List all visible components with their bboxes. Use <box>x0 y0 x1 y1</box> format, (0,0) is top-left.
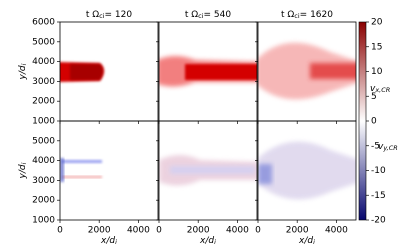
y-axis-label-sub: i <box>20 63 28 65</box>
y-tick-label: 4000 <box>32 57 55 67</box>
colorbar-label-base: v <box>370 84 376 94</box>
x-tick-label: 2000 <box>187 226 210 236</box>
panel-frame <box>158 120 258 221</box>
field-image <box>159 155 257 186</box>
x-tick-label: 0 <box>255 226 261 236</box>
x-axis-label-base: x/d <box>298 236 313 246</box>
field-image <box>60 158 102 182</box>
x-axis-label: x/di <box>199 236 216 247</box>
colorbar-label: vx,CR <box>370 84 390 95</box>
x-axis-label-sub: i <box>115 238 117 246</box>
y-tick-label: 3000 <box>32 77 55 87</box>
y-tick-label: 3000 <box>32 176 55 186</box>
x-tick-label: 2000 <box>286 226 309 236</box>
colorbar-tick-label: -5 <box>371 141 380 151</box>
panel-title: t Ωci= 540 <box>185 10 232 21</box>
field-image <box>258 42 356 100</box>
x-tick-label: 0 <box>57 226 63 236</box>
colorbar-tick-label: 0 <box>371 117 377 127</box>
y-tick-label: 5000 <box>32 37 55 47</box>
colorbar-label-sub: x,CR <box>374 86 390 94</box>
colorbar-tick-label: 5 <box>371 92 377 102</box>
panel-title-sub: ci <box>294 12 300 20</box>
panel-title-base: t Ω <box>185 10 198 20</box>
panel-title-sub: ci <box>99 12 105 20</box>
colorbar-label-sub: y,CR <box>382 144 397 152</box>
panel-title-rest: = 1620 <box>300 10 334 20</box>
field-image <box>60 62 104 82</box>
y-tick-label: 5000 <box>32 136 55 146</box>
y-tick-label: 4000 <box>32 156 55 166</box>
panel-title: t Ωci= 1620 <box>281 10 333 21</box>
colorbar-tick-label: -20 <box>371 216 386 226</box>
y-axis-label-base: y/d <box>18 164 28 179</box>
x-tick-label: 0 <box>156 226 162 236</box>
y-axis-label: y/di <box>18 63 29 80</box>
x-axis-label: x/di <box>298 236 315 247</box>
colorbar-label-base: v <box>378 142 384 152</box>
y-tick-label: 1000 <box>32 216 55 226</box>
x-tick-label: 2000 <box>88 226 111 236</box>
x-axis-label-base: x/d <box>199 236 214 246</box>
x-axis-label-sub: i <box>214 238 216 246</box>
colorbar-tick-label: -15 <box>371 191 386 201</box>
x-tick-label: 4000 <box>226 226 249 236</box>
colorbar <box>358 21 367 221</box>
y-axis-label-sub: i <box>20 162 28 164</box>
x-tick-label: 4000 <box>127 226 150 236</box>
colorbar-tick-label: 10 <box>371 67 383 77</box>
field-image <box>159 56 257 87</box>
colorbar-tick-label: -10 <box>371 166 386 176</box>
panel-title-base: t Ω <box>281 10 294 20</box>
y-tick-label: 6000 <box>32 18 55 28</box>
panel-frame <box>59 120 159 221</box>
x-axis-label-sub: i <box>313 238 315 246</box>
x-axis-label: x/di <box>100 236 117 247</box>
field-image <box>258 141 356 200</box>
y-tick-label: 2000 <box>32 196 55 206</box>
panel-frame <box>257 120 357 221</box>
y-tick-label: 1000 <box>32 117 55 127</box>
panel-title: t Ωci= 120 <box>86 10 133 21</box>
y-axis-label-base: y/d <box>18 65 28 80</box>
colorbar-tick-label: 20 <box>371 18 383 28</box>
colorbar-tick-label: 15 <box>371 42 382 52</box>
x-axis-label-base: x/d <box>100 236 115 246</box>
panel-title-base: t Ω <box>86 10 99 20</box>
y-axis-label: y/di <box>18 162 29 179</box>
panel-title-rest: = 540 <box>204 10 232 20</box>
y-tick-label: 2000 <box>32 97 55 107</box>
colorbar-label: vy,CR <box>378 142 398 153</box>
panel-title-sub: ci <box>198 12 204 20</box>
panel-title-rest: = 120 <box>105 10 133 20</box>
x-tick-label: 4000 <box>325 226 348 236</box>
